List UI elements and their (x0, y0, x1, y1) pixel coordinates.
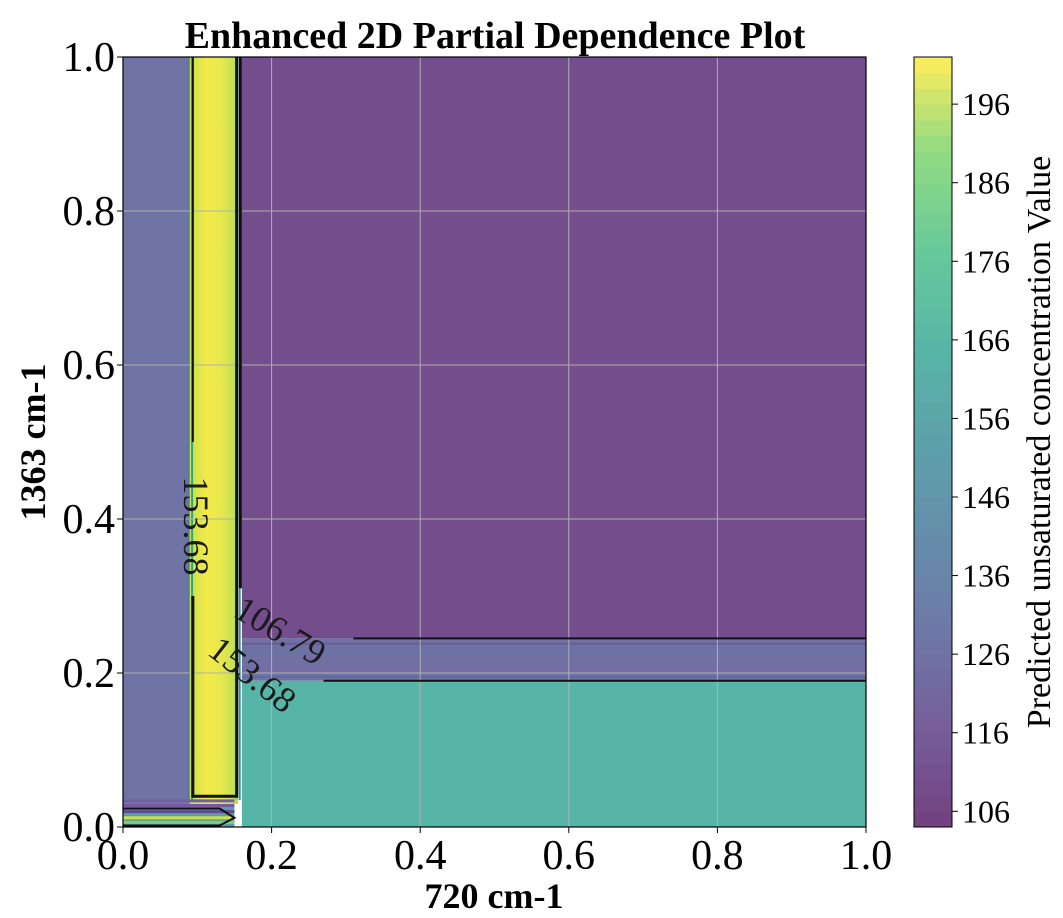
heatmap-regions (123, 57, 866, 827)
y-axis-ticks: 0.0 0.2 0.4 0.6 0.8 1.0 (63, 35, 123, 851)
contour-line-5 (123, 807, 237, 827)
colorbar-band (914, 669, 952, 687)
colorbar-band (914, 544, 952, 561)
colorbar-tick-label-9: 196 (962, 86, 1010, 122)
colorbar-band (914, 465, 952, 482)
colorbar-band (914, 622, 952, 639)
colorbar-band (914, 355, 952, 372)
y-tick-label-3: 0.6 (63, 343, 116, 389)
colorbar-band (914, 72, 952, 89)
colorbar-band (914, 795, 952, 812)
colorbar-ticks: 106 116 126 136 146 156 166 176 186 196 (952, 86, 1010, 829)
colorbar-band (914, 182, 952, 199)
region-peak-vertical-band (189, 57, 239, 804)
colorbar-tick-label-7: 176 (962, 243, 1010, 279)
colorbar-band (914, 371, 952, 388)
colorbar-band (914, 575, 952, 592)
x-tick-label-0: 0.0 (97, 833, 150, 879)
colorbar-band (914, 135, 952, 152)
y-axis-label: 1363 cm-1 (13, 364, 53, 521)
colorbar-band (914, 104, 952, 121)
colorbar-band (914, 119, 952, 137)
grid-lines (123, 57, 866, 827)
colorbar-band (914, 685, 952, 702)
x-tick-label-2: 0.4 (394, 833, 447, 879)
x-tick-label-3: 0.6 (543, 833, 596, 879)
y-tick-label-0: 0.0 (63, 805, 116, 851)
colorbar-band (914, 229, 952, 247)
colorbar-band (914, 559, 952, 577)
colorbar-band (914, 434, 952, 451)
colorbar-band (914, 57, 952, 74)
colorbar-band (914, 654, 952, 671)
colorbar-band (914, 528, 952, 545)
colorbar-band (914, 764, 952, 781)
region-middle-transition-band (241, 638, 866, 681)
colorbar-band (914, 512, 952, 529)
colorbar-band (914, 198, 952, 215)
colorbar-tick-label-0: 106 (962, 793, 1010, 829)
colorbar-band (914, 717, 952, 734)
x-axis-ticks: 0.0 0.2 0.4 0.6 0.8 1.0 (97, 827, 893, 879)
colorbar-tick-label-3: 136 (962, 558, 1010, 594)
colorbar-tick-label-5: 156 (962, 400, 1010, 436)
contour-line-1 (191, 57, 239, 798)
x-axis-label: 720 cm-1 (425, 876, 564, 916)
colorbar-band (914, 214, 952, 231)
colorbar: 106 116 126 136 146 156 166 176 186 196 Predicted… (913, 56, 1058, 829)
colorbar-band (914, 245, 952, 262)
colorbar-band (914, 261, 952, 278)
colorbar-tick-label-4: 146 (962, 479, 1010, 515)
colorbar-band (914, 277, 952, 294)
colorbar-band (914, 418, 952, 435)
colorbar-band (914, 449, 952, 467)
colorbar-band (914, 167, 952, 184)
colorbar-bands (914, 57, 952, 828)
region-lower-right-plateau (241, 680, 866, 827)
colorbar-band (914, 88, 952, 105)
y-tick-label-2: 0.4 (63, 497, 116, 543)
colorbar-band (914, 748, 952, 765)
x-tick-label-4: 0.8 (691, 833, 744, 879)
colorbar-band (914, 387, 952, 404)
x-tick-label-1: 0.2 (245, 833, 298, 879)
colorbar-tick-label-8: 186 (962, 165, 1010, 201)
y-tick-label-5: 1.0 (63, 35, 116, 81)
colorbar-frame (913, 56, 953, 828)
colorbar-band (914, 402, 952, 419)
colorbar-tick-label-1: 116 (962, 715, 1009, 751)
region-left-strip (123, 57, 190, 827)
colorbar-band (914, 591, 952, 608)
colorbar-band (914, 324, 952, 341)
colorbar-band (914, 732, 952, 749)
colorbar-label: Predicted unsaturated concentration Valu… (1021, 156, 1058, 728)
y-tick-label-1: 0.2 (63, 651, 116, 697)
colorbar-band (914, 339, 952, 357)
heatmap-area (123, 57, 866, 827)
colorbar-band (914, 607, 952, 624)
colorbar-tick-label-6: 166 (962, 322, 1010, 358)
colorbar-band (914, 481, 952, 498)
colorbar-band (914, 638, 952, 655)
colorbar-band (914, 497, 952, 514)
contour-label-153-68-vertical: 153.68 (176, 477, 216, 576)
colorbar-tick-label-2: 126 (962, 636, 1010, 672)
contour-lines (123, 57, 866, 827)
chart-title: Enhanced 2D Partial Dependence Plot (185, 15, 806, 57)
colorbar-band (914, 292, 952, 309)
plot-frame (122, 56, 867, 828)
x-tick-label-5: 1.0 (840, 833, 893, 879)
colorbar-band (914, 701, 952, 718)
colorbar-band (914, 308, 952, 325)
colorbar-band (914, 779, 952, 797)
y-tick-label-4: 0.8 (63, 189, 116, 235)
colorbar-band (914, 811, 952, 828)
region-upper-right-plateau (241, 57, 866, 639)
colorbar-band (914, 151, 952, 168)
